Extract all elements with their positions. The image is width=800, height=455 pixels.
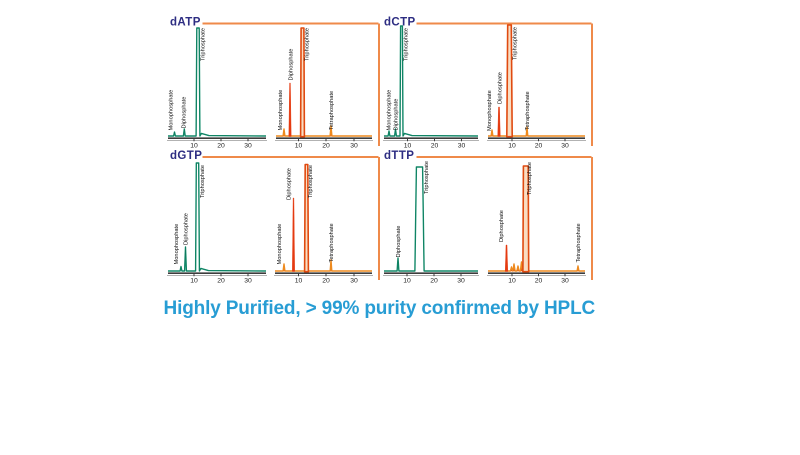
svg-text:20: 20 — [322, 278, 330, 285]
svg-text:Diphosphate: Diphosphate — [499, 210, 505, 242]
svg-text:20: 20 — [431, 143, 439, 150]
svg-text:Monophosphate: Monophosphate — [174, 224, 180, 265]
svg-text:Diphosphate: Diphosphate — [287, 168, 293, 200]
svg-text:10: 10 — [404, 143, 412, 150]
svg-text:30: 30 — [350, 143, 358, 150]
svg-text:Monophosphate: Monophosphate — [169, 90, 175, 131]
svg-text:30: 30 — [457, 278, 465, 285]
svg-text:Diphosphate: Diphosphate — [289, 49, 295, 81]
svg-text:Triphosphate: Triphosphate — [527, 162, 533, 195]
svg-text:Monophosphate: Monophosphate — [278, 90, 284, 131]
svg-text:Highly Purified, > 99% purity: Highly Purified, > 99% purity confirmed … — [164, 298, 596, 319]
svg-text:30: 30 — [350, 278, 358, 285]
svg-text:10: 10 — [190, 143, 198, 150]
svg-text:10: 10 — [295, 278, 303, 285]
svg-text:Triphosphate: Triphosphate — [424, 161, 430, 194]
svg-text:Triphosphate: Triphosphate — [513, 27, 519, 60]
svg-text:10: 10 — [190, 278, 198, 285]
svg-text:20: 20 — [430, 278, 438, 285]
svg-text:Diphosphate: Diphosphate — [396, 226, 402, 258]
svg-text:Diphosphate: Diphosphate — [498, 72, 504, 104]
svg-text:20: 20 — [217, 143, 225, 150]
svg-text:20: 20 — [535, 278, 543, 285]
svg-text:30: 30 — [244, 278, 252, 285]
svg-text:30: 30 — [561, 278, 569, 285]
svg-text:Triphosphate: Triphosphate — [200, 165, 206, 198]
svg-text:Diphosphate: Diphosphate — [394, 99, 400, 131]
svg-text:20: 20 — [217, 278, 225, 285]
svg-text:Triphosphate: Triphosphate — [305, 28, 311, 61]
svg-text:dATP: dATP — [170, 17, 201, 29]
svg-text:30: 30 — [244, 143, 252, 150]
svg-text:10: 10 — [295, 143, 303, 150]
svg-text:dTTP: dTTP — [384, 150, 414, 162]
svg-text:Monophosphate: Monophosphate — [387, 90, 393, 131]
svg-text:Triphosphate: Triphosphate — [308, 165, 314, 198]
svg-text:30: 30 — [458, 143, 466, 150]
svg-text:20: 20 — [535, 143, 543, 150]
svg-text:Tetraphosphate: Tetraphosphate — [525, 91, 531, 130]
svg-text:Tetraphosphate: Tetraphosphate — [329, 223, 335, 262]
svg-text:Diphosphate: Diphosphate — [184, 213, 190, 245]
svg-text:Triphosphate: Triphosphate — [201, 28, 207, 61]
svg-text:Monophosphate: Monophosphate — [277, 224, 283, 265]
svg-text:Tetraphosphate: Tetraphosphate — [329, 91, 335, 130]
svg-text:Monophosphate: Monophosphate — [487, 90, 493, 131]
svg-text:Triphosphate: Triphosphate — [404, 28, 410, 61]
svg-text:30: 30 — [561, 143, 569, 150]
svg-text:10: 10 — [508, 143, 516, 150]
svg-text:10: 10 — [403, 278, 411, 285]
svg-text:dCTP: dCTP — [384, 17, 416, 29]
svg-text:20: 20 — [322, 143, 330, 150]
svg-text:Tetraphosphate: Tetraphosphate — [576, 223, 582, 262]
svg-text:Diphosphate: Diphosphate — [182, 97, 188, 129]
svg-text:10: 10 — [508, 278, 516, 285]
svg-text:dGTP: dGTP — [170, 150, 202, 162]
